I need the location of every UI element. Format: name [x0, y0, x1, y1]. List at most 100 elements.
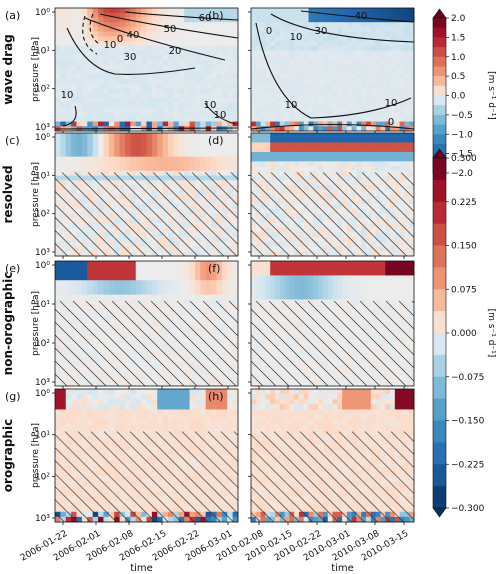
heat-cell: [294, 309, 300, 315]
heat-cell: [151, 142, 158, 148]
heat-cell: [205, 147, 212, 153]
heat-cell: [162, 381, 169, 387]
heat-cell: [194, 213, 201, 219]
heat-cell: [92, 261, 99, 267]
heat-cell: [184, 93, 190, 99]
heat-cell: [399, 60, 405, 66]
heat-cell: [356, 36, 362, 42]
heat-cell: [103, 285, 110, 291]
heat-cell: [60, 347, 67, 353]
heat-cell: [114, 8, 120, 14]
heat-cell: [351, 31, 357, 37]
heat-cell: [200, 8, 207, 14]
heat-cell: [227, 265, 234, 272]
heat-cell: [141, 232, 147, 238]
heat-cell: [394, 251, 401, 257]
heat-cell: [274, 275, 281, 281]
heat-cell: [216, 361, 223, 368]
heat-cell: [146, 133, 153, 139]
contour-label: 10: [61, 90, 74, 101]
heat-cell: [168, 261, 174, 267]
heat-cell: [337, 222, 343, 229]
heat-cell: [265, 22, 271, 28]
heat-cell: [251, 97, 257, 104]
heat-cell: [351, 275, 357, 281]
heat-cell: [375, 8, 381, 14]
heat-cell: [332, 261, 338, 267]
heat-cell: [162, 151, 169, 158]
heat-cell: [216, 55, 223, 61]
heat-cell: [232, 142, 239, 148]
heat-cell: [298, 93, 305, 99]
heat-cell: [375, 55, 381, 61]
heat-cell: [342, 26, 348, 33]
heat-cell: [260, 93, 266, 99]
heat-cell: [327, 69, 333, 75]
heat-cell: [342, 147, 348, 153]
heat-cell: [322, 232, 329, 238]
heat-cell: [404, 74, 410, 80]
heat-cell: [327, 126, 333, 132]
heat-cell: [404, 45, 410, 51]
heat-cell: [366, 294, 372, 300]
heat-cell: [284, 275, 290, 281]
heat-cell: [303, 189, 309, 195]
heat-cell: [71, 208, 77, 214]
heat-cell: [404, 246, 410, 252]
heat-cell: [232, 309, 239, 315]
heat-cell: [146, 203, 153, 210]
heat-cell: [279, 203, 285, 210]
heat-cell: [385, 203, 391, 210]
heat-cell: [108, 241, 115, 247]
heat-cell: [130, 60, 137, 66]
heat-cell: [390, 137, 396, 143]
heat-cell: [375, 218, 381, 224]
heat-cell: [255, 185, 261, 191]
heat-cell: [298, 265, 305, 272]
heat-cell: [194, 133, 201, 139]
heat-cell: [178, 285, 185, 291]
heat-cell: [265, 41, 271, 47]
heat-cell: [322, 31, 329, 37]
heat-cell: [200, 166, 207, 172]
heat-cell: [351, 45, 357, 51]
heat-cell: [103, 333, 110, 339]
heat-cell: [322, 55, 329, 61]
heat-cell: [211, 180, 217, 186]
heat-cell: [265, 185, 271, 191]
heat-cell: [205, 313, 212, 320]
heat-cell: [76, 8, 83, 14]
heat-cell: [108, 285, 115, 291]
heat-cell: [81, 352, 88, 358]
heat-cell: [380, 265, 386, 272]
heat-cell: [146, 121, 153, 127]
heat-cell: [103, 218, 110, 224]
heat-cell: [332, 218, 338, 224]
heat-cell: [351, 299, 357, 305]
heat-cell: [151, 342, 158, 348]
heat-cell: [146, 381, 153, 387]
heat-cell: [205, 275, 212, 281]
heat-cell: [318, 246, 324, 252]
heat-cell: [221, 261, 228, 267]
heat-cell: [184, 357, 190, 363]
heat-cell: [274, 78, 281, 85]
heat-cell: [81, 333, 88, 339]
heat-cell: [232, 237, 239, 243]
contour-label: 30: [315, 26, 328, 37]
heat-cell: [98, 17, 104, 23]
heat-cell: [189, 83, 196, 89]
heat-cell: [200, 199, 207, 205]
heat-cell: [108, 251, 115, 257]
heat-cell: [385, 199, 391, 205]
heat-cell: [265, 208, 271, 214]
heat-cell: [390, 304, 396, 310]
heat-cell: [260, 289, 266, 296]
heat-cell: [318, 102, 324, 108]
heat-cell: [337, 246, 343, 252]
heat-cell: [178, 261, 185, 267]
heat-cell: [71, 357, 77, 363]
heat-cell: [114, 137, 120, 143]
heat-cell: [114, 12, 120, 18]
heat-cell: [284, 69, 290, 75]
